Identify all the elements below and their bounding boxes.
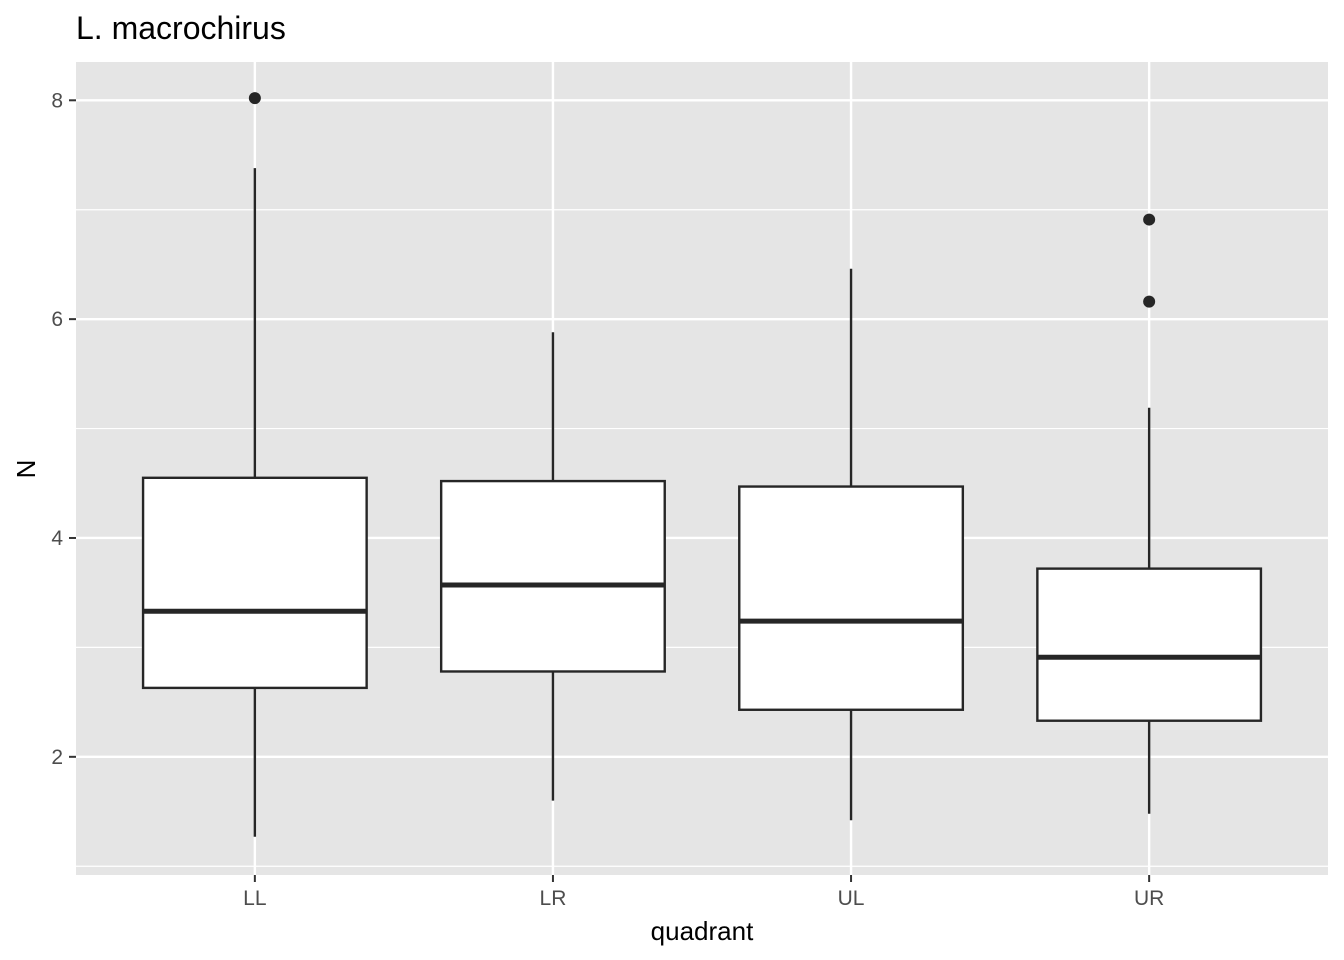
box-iqr — [1036, 567, 1263, 722]
outlier-point — [1143, 213, 1156, 226]
plot-panel — [76, 62, 1328, 875]
x-axis-title: quadrant — [651, 916, 754, 946]
y-tick-label: 8 — [51, 89, 63, 112]
box-lr — [439, 332, 666, 801]
x-axis: LL LR UL UR — [243, 875, 1164, 910]
outlier-point — [248, 92, 261, 105]
box-ul — [738, 268, 965, 821]
y-tick-label: 6 — [51, 308, 63, 331]
x-tick-label: UL — [838, 887, 865, 910]
box-iqr — [141, 476, 368, 690]
y-axis-title: N — [11, 460, 41, 479]
boxes — [141, 92, 1263, 837]
outlier-point — [1143, 295, 1156, 308]
x-tick-label: UR — [1134, 887, 1164, 910]
y-tick-label: 2 — [51, 746, 63, 769]
y-axis: 2 4 6 8 — [51, 89, 76, 769]
box-ur — [1036, 213, 1263, 814]
x-tick-label: LR — [540, 887, 567, 910]
x-tick-label: LL — [243, 887, 266, 910]
y-tick-label: 4 — [51, 527, 63, 550]
chart-title: L. macrochirus — [76, 10, 286, 46]
box-iqr — [439, 479, 666, 673]
box-iqr — [738, 485, 965, 711]
box-ll — [141, 92, 368, 837]
